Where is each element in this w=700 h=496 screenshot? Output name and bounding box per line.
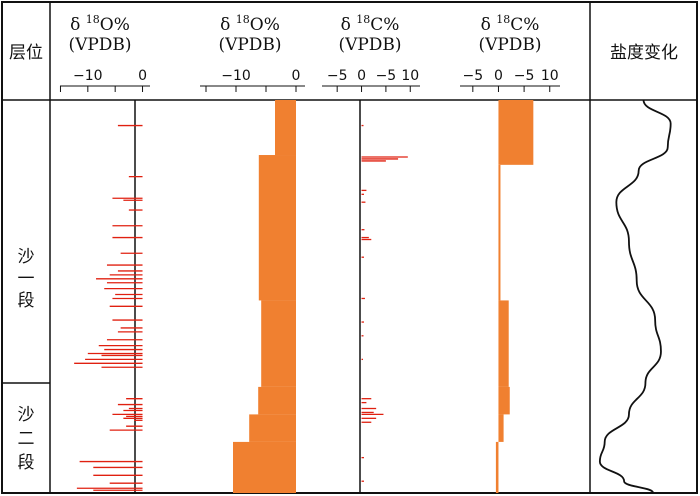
layer2-char-2: 二: [18, 429, 35, 449]
d13c-step-5: [495, 441, 499, 493]
d18o-step-1: [258, 155, 296, 301]
tick-label-3-0: −5: [327, 68, 348, 84]
tick-label-3-2: −5: [376, 68, 397, 84]
d13c-step-3: [498, 386, 510, 415]
tick-label-4-3: 10: [541, 68, 559, 84]
col3-title: δ 18C%: [341, 13, 400, 35]
layer2-char-1: 沙: [18, 405, 35, 425]
d18o-step-0: [275, 100, 296, 156]
layer1-char-1: 沙: [18, 247, 35, 267]
col2-title: δ 18O%: [220, 13, 280, 35]
salinity-header: 盐度变化: [610, 43, 678, 63]
d18o-step-4: [249, 414, 296, 442]
tick-label-1-1: 0: [138, 68, 147, 84]
d13c-step-2: [498, 300, 509, 387]
layer2-char-3: 段: [18, 453, 35, 473]
tick-label-2-0: −10: [221, 68, 251, 84]
d18o-step-5: [233, 441, 296, 493]
tick-label-4-1: 0: [494, 68, 503, 84]
d18o-step-2: [261, 300, 296, 387]
tick-label-2-1: 0: [292, 68, 301, 84]
layer1-char-2: 一: [18, 269, 35, 289]
col2-unit: (VPDB): [218, 35, 281, 55]
layer-label-sha2: 沙 二 段: [18, 405, 35, 473]
col4-unit: (VPDB): [478, 35, 541, 55]
tick-label-3-1: 0: [357, 68, 366, 84]
layer-label-sha1: 沙 一 段: [18, 247, 35, 311]
d13c-step-0: [498, 100, 534, 165]
col1-unit: (VPDB): [68, 35, 131, 55]
layer1-char-3: 段: [18, 291, 35, 311]
tick-label-4-2: −5: [514, 68, 535, 84]
col1-title: δ 18O%: [70, 13, 130, 35]
tick-label-3-3: 10: [401, 68, 419, 84]
d13c-step-1: [498, 164, 501, 301]
salinity-curve: [598, 99, 672, 494]
d18o-step-3: [258, 386, 296, 415]
col3-unit: (VPDB): [338, 35, 401, 55]
tick-label-1-0: −10: [73, 68, 103, 84]
plot-layer: −10 0 −10 0 −5 0 −5 10 −5 0 −5 10: [59, 68, 672, 494]
d13c-step-4: [498, 414, 504, 442]
tick-label-4-0: −5: [463, 68, 484, 84]
stratum-header: 层位: [9, 43, 43, 63]
col4-title: δ 18C%: [481, 13, 540, 35]
